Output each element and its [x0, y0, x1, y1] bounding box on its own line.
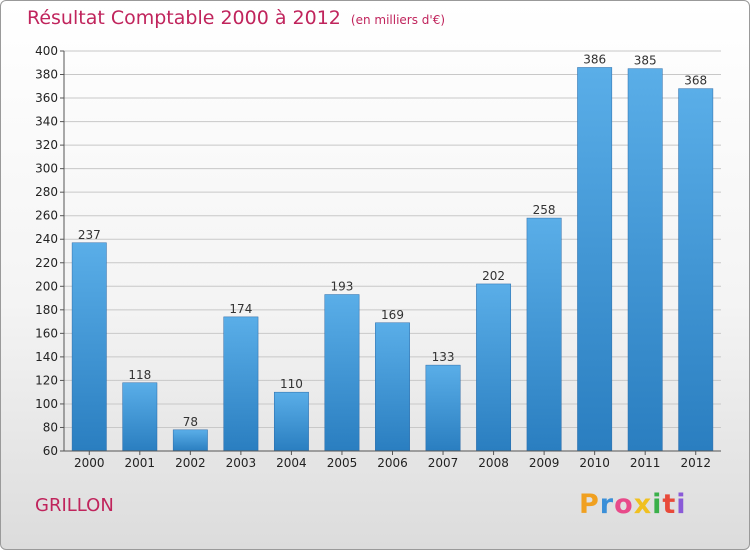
commune-name: GRILLON [35, 495, 114, 516]
y-tick-label: 400 [35, 44, 58, 58]
x-tick-label: 2004 [276, 456, 307, 470]
y-tick-label: 80 [43, 420, 58, 434]
y-tick-label: 320 [35, 138, 58, 152]
bar [577, 67, 613, 452]
y-tick-label: 100 [35, 397, 58, 411]
bar [223, 316, 259, 452]
bar [526, 217, 562, 452]
subtitle-text: (en milliers d'€) [350, 13, 446, 27]
bar-value-label: 237 [78, 228, 101, 242]
logo-letter: P [579, 489, 600, 520]
x-tick-label: 2003 [226, 456, 257, 470]
bar-value-label: 118 [128, 368, 151, 382]
bar-value-label: 202 [482, 269, 505, 283]
y-tick-label: 260 [35, 209, 58, 223]
y-tick-label: 60 [43, 444, 58, 458]
x-tick-label: 2005 [327, 456, 358, 470]
y-tick-label: 120 [35, 373, 58, 387]
bar-value-label: 174 [229, 302, 252, 316]
bar [678, 88, 714, 452]
y-tick-label: 340 [35, 115, 58, 129]
chart-title: Résultat Comptable 2000 à 2012 (en millie… [27, 7, 445, 29]
y-tick-label: 160 [35, 326, 58, 340]
y-tick-label: 280 [35, 185, 58, 199]
y-tick-label: 380 [35, 68, 58, 82]
y-tick-label: 220 [35, 256, 58, 270]
bar [425, 364, 461, 452]
bar-value-label: 133 [432, 350, 455, 364]
logo-letter: i [676, 489, 687, 520]
proxiti-logo: Proxiti [579, 489, 687, 520]
y-tick-label: 140 [35, 350, 58, 364]
bar [375, 322, 410, 452]
bar-value-label: 110 [280, 377, 303, 391]
x-tick-label: 2006 [377, 456, 408, 470]
y-tick-label: 180 [35, 303, 58, 317]
x-tick-label: 2010 [579, 456, 610, 470]
bar [627, 68, 663, 452]
logo-letter: r [599, 489, 615, 520]
bar [122, 382, 158, 452]
bar [273, 391, 309, 452]
bar-value-label: 169 [381, 308, 404, 322]
title-text: Résultat Comptable 2000 à 2012 [27, 7, 341, 29]
x-tick-label: 2001 [125, 456, 156, 470]
x-tick-label: 2002 [175, 456, 206, 470]
y-tick-label: 200 [35, 279, 58, 293]
bars: 237 118 78 174 110 193 169 133 202 258 386 385 368 [71, 52, 714, 452]
x-tick-label: 2009 [529, 456, 560, 470]
y-tick-label: 360 [35, 91, 58, 105]
bar-value-label: 78 [183, 415, 198, 429]
y-tick-label: 240 [35, 232, 58, 246]
bar-value-label: 386 [583, 52, 606, 66]
bar-value-label: 258 [533, 203, 556, 217]
x-tick-label: 2008 [478, 456, 509, 470]
axes: 60 80 100 120 140 160 180 200 220 240 260 280 300 320… [35, 44, 721, 470]
logo-letter: i [652, 489, 663, 520]
y-tick-label: 300 [35, 162, 58, 176]
bar [71, 242, 107, 452]
x-tick-label: 2012 [680, 456, 711, 470]
logo-letter: o [614, 489, 634, 520]
logo-letter: x [633, 489, 653, 520]
x-tick-label: 2011 [630, 456, 661, 470]
bar-value-label: 193 [331, 280, 354, 294]
bar [476, 283, 512, 452]
bar-value-label: 368 [684, 74, 707, 88]
x-tick-label: 2007 [428, 456, 459, 470]
x-tick-label: 2000 [74, 456, 105, 470]
bar [172, 429, 208, 452]
bar-value-label: 385 [634, 54, 657, 68]
bar [324, 294, 360, 452]
logo-letter: t [662, 489, 677, 520]
